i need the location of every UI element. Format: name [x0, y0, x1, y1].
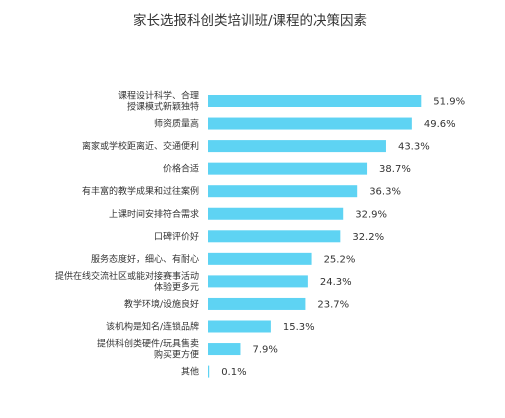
value-label: 25.2% [324, 254, 356, 265]
value-label: 0.1% [221, 367, 246, 378]
bar [208, 230, 341, 243]
category-labels: 课程设计科学、合理授课模式新颖独特师资质量高离家或学校距离近、交通便利价格合适有… [55, 90, 199, 378]
category-label: 该机构是知名/连锁品牌 [106, 321, 199, 333]
value-label: 43.3% [398, 142, 430, 153]
bar [208, 252, 312, 265]
category-label: 提供科创类硬件/玩具售卖 [97, 338, 199, 350]
category-label: 上课时间安排符合需求 [109, 208, 199, 220]
category-label: 师资质量高 [154, 118, 199, 130]
value-label: 32.2% [352, 232, 384, 243]
bar [208, 275, 308, 288]
bars-layer [208, 95, 422, 378]
value-label: 36.3% [369, 187, 401, 198]
value-label: 7.9% [252, 345, 277, 356]
category-label: 课程设计科学、合理 [118, 90, 199, 102]
category-label: 体验更多元 [154, 281, 199, 293]
bar [208, 297, 306, 310]
value-label: 15.3% [283, 322, 315, 333]
category-label: 离家或学校距离近、交通便利 [82, 140, 199, 152]
category-label: 口碑评价好 [154, 230, 199, 242]
category-label: 服务态度好，细心、有耐心 [91, 253, 199, 265]
value-label: 23.7% [317, 299, 349, 310]
category-label: 有丰富的教学成果和过往案例 [82, 185, 199, 197]
value-label: 51.9% [433, 97, 465, 108]
bar [208, 343, 241, 356]
value-label: 38.7% [379, 164, 411, 175]
bar [208, 95, 422, 107]
category-label: 价格合适 [163, 163, 199, 175]
bar [208, 185, 358, 198]
value-label: 24.3% [320, 277, 352, 288]
category-label: 提供在线交流社区或能对接赛事活动 [55, 270, 199, 282]
category-label: 其他 [181, 366, 199, 378]
value-labels: 51.9% 49.6% 43.3% 38.7% 36.3% 32.9% 32.2% 25.2%… [221, 97, 465, 379]
chart-title: 家长选报科创类培训班/课程的决策因素 [133, 12, 367, 29]
bar [208, 162, 368, 175]
bar [208, 207, 344, 220]
bar [208, 140, 386, 153]
category-label: 教学环境/设施良好 [124, 298, 199, 310]
category-label: 授课模式新颖独特 [127, 101, 199, 113]
bar [208, 320, 271, 333]
value-label: 32.9% [355, 209, 387, 220]
value-label: 49.6% [424, 119, 456, 130]
bar [208, 365, 210, 378]
bar [208, 117, 412, 130]
category-label: 购买更方便 [154, 349, 199, 361]
